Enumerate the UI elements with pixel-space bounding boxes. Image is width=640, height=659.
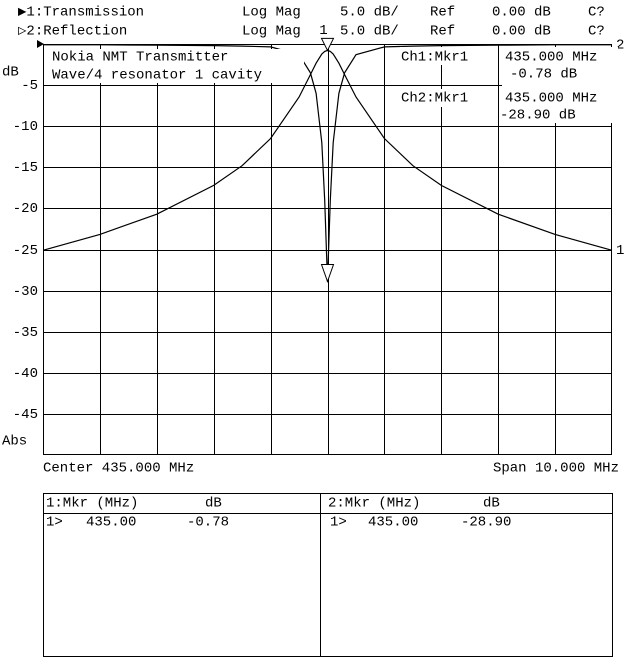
header: Ref <box>430 24 455 40</box>
marker <box>320 264 335 284</box>
header: 5.0 dB/ <box>340 5 399 21</box>
header: Log Mag <box>242 5 301 21</box>
header: 0.00 dB <box>492 5 551 21</box>
table-header: 2:Mkr (MHz) <box>328 496 420 512</box>
header: ▷2:Reflection <box>18 24 127 40</box>
annotation: Wave/4 resonator 1 cavity <box>52 68 262 84</box>
header: Ref <box>430 5 455 21</box>
readout: -28.90 dB <box>500 108 576 124</box>
table-cell: -0.78 <box>187 515 229 531</box>
header: 0.00 dB <box>492 24 551 40</box>
table-cell: 435.00 <box>368 515 418 531</box>
center-label: Center 435.000 MHz <box>43 461 194 477</box>
y-tick-label: -15 <box>13 160 38 176</box>
y-tick-label: -35 <box>13 325 38 341</box>
readout: Ch1:Mkr1 <box>401 50 468 66</box>
trace-label: 2 <box>616 38 624 54</box>
table-header: dB <box>483 496 500 512</box>
format-label: Abs <box>2 434 27 450</box>
y-tick-label: -30 <box>13 284 38 300</box>
y-tick-label: -20 <box>13 201 38 217</box>
header: ▶1:Transmission <box>18 5 144 21</box>
table-header: dB <box>205 496 222 512</box>
readout: 435.000 MHz <box>505 91 597 107</box>
readout: 435.000 MHz <box>505 50 597 66</box>
readout-bg <box>400 89 496 107</box>
y-tick-label: -5 <box>21 78 38 94</box>
y-tick-label: -10 <box>13 119 38 135</box>
marker <box>320 37 335 52</box>
plot: -5 -10 -15 -20 -25 -30 -35 -40 -45 <box>13 37 613 455</box>
y-tick-label: -45 <box>13 407 38 423</box>
table-cell: 1> <box>46 515 63 531</box>
span-label: Span 10.000 MHz <box>493 461 619 477</box>
readout: Ch2:Mkr1 <box>401 91 468 107</box>
header: C? <box>588 24 605 40</box>
table-cell: 435.00 <box>86 515 136 531</box>
annotation: Nokia NMT Transmitter <box>52 50 228 66</box>
annotation-bg <box>49 49 304 83</box>
table-header: 1:Mkr (MHz) <box>46 496 138 512</box>
y-tick-label: -40 <box>13 366 38 382</box>
header: C? <box>588 5 605 21</box>
readout-bg <box>502 47 618 123</box>
marker-label: 1 <box>319 23 327 39</box>
header: Log Mag <box>242 24 301 40</box>
table-cell: 1> <box>330 515 347 531</box>
table-cell: -28.90 <box>461 515 511 531</box>
overlay: Nokia NMT Transmitter Wave/4 resonator 1… <box>49 47 618 124</box>
y-tick-label: -25 <box>13 243 38 259</box>
readout-bg <box>400 47 496 65</box>
trace-label: 1 <box>616 243 624 259</box>
header: 5.0 dB/ <box>340 24 399 40</box>
readout: -0.78 dB <box>510 67 577 83</box>
y-label: dB <box>2 65 19 81</box>
ref-pointer <box>37 40 44 48</box>
marker-table <box>43 493 613 657</box>
